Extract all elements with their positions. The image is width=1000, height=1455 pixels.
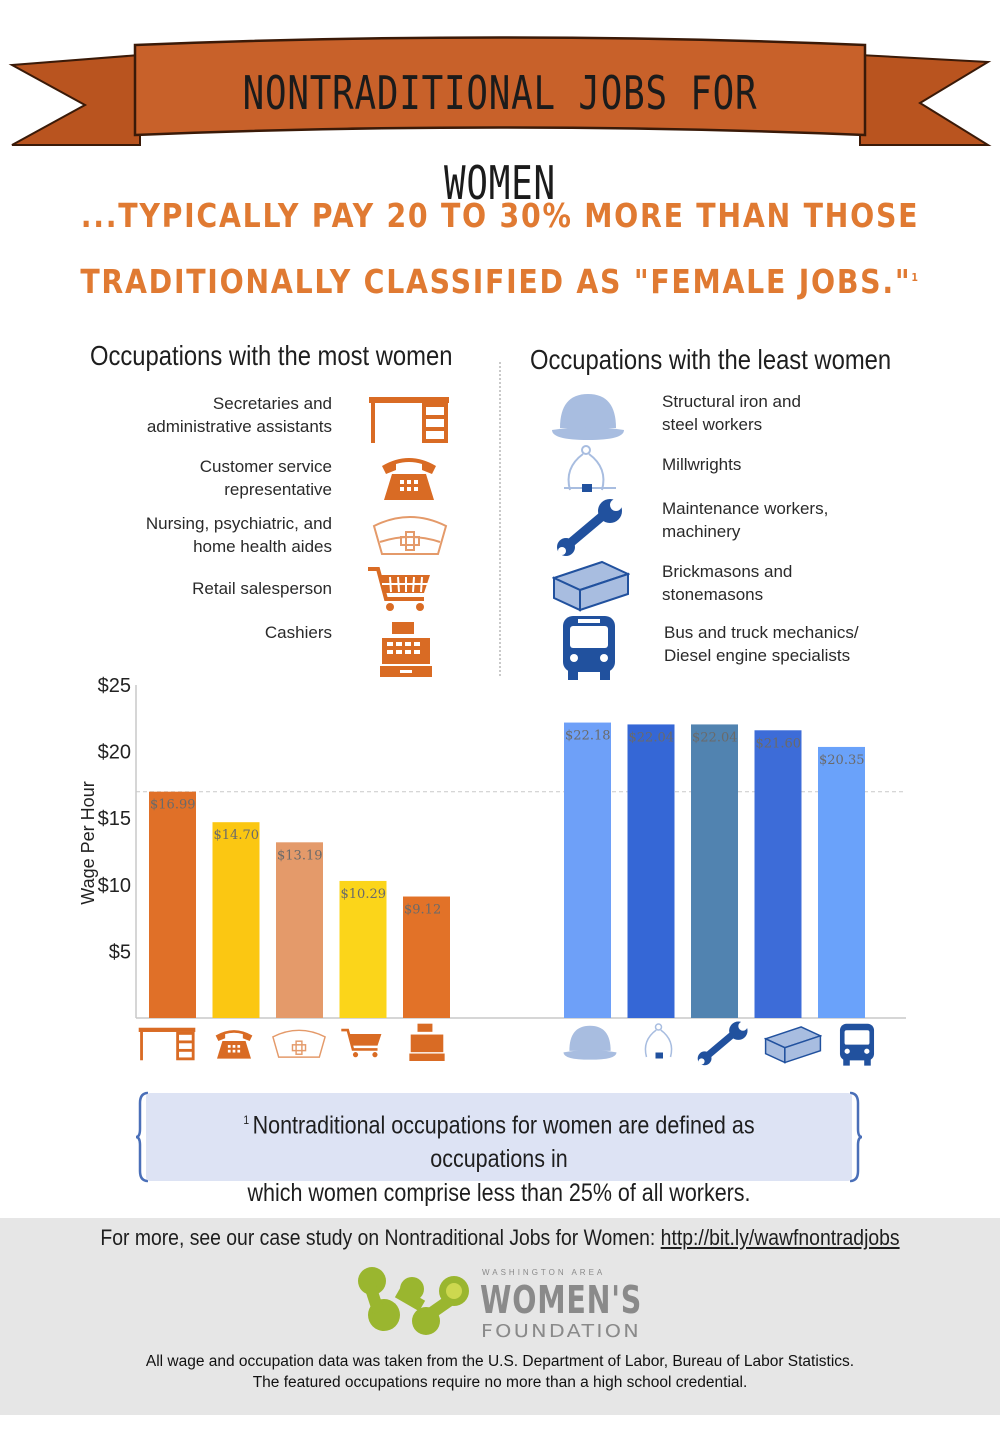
org-sub-text: FOUNDATION — [481, 1321, 641, 1342]
bar-value-label: $21.60 — [756, 736, 802, 751]
x-axis-caliper-icon — [644, 1023, 673, 1059]
subheading-line-2: TRADITIONALLY CLASSIFIED AS "FEMALE JOBS… — [80, 262, 920, 301]
footnote-mark: 1 — [243, 1113, 250, 1127]
bar-value-label: $22.04 — [629, 730, 675, 745]
footer — [0, 1218, 1000, 1415]
y-tick-label: $15 — [98, 808, 131, 830]
occupation-secretaries: Secretaries and administrative assistants — [146, 394, 332, 436]
bar-value-label: $22.18 — [565, 729, 611, 744]
nurse-cap-icon — [372, 516, 448, 555]
hard-hat-icon — [552, 394, 624, 440]
bar-value-label: $22.04 — [692, 730, 738, 745]
occupation-brickmasons: Brickmasons and stonemasons — [662, 562, 793, 604]
x-axis-bus-icon — [839, 1023, 875, 1066]
left-brace — [136, 1091, 149, 1183]
bar-value-label: $20.35 — [819, 753, 865, 768]
bar-most-women-5 — [403, 896, 450, 1018]
desk-icon — [369, 397, 449, 443]
org-name-text: WOMEN'S — [480, 1278, 642, 1322]
x-axis-cash-register-icon — [409, 1023, 445, 1061]
footnote-marker: 1 — [911, 271, 920, 284]
footnote-line-1: Nontraditional occupations for women are… — [252, 1111, 755, 1174]
x-axis-hard-hat-icon — [563, 1025, 617, 1060]
bar-value-label: $13.19 — [277, 848, 323, 863]
occupation-nursing-aides: Nursing, psychiatric, and home health aid… — [145, 514, 332, 556]
title-banner — [8, 36, 992, 146]
y-tick-label: $25 — [98, 675, 131, 697]
bar-least-women-3 — [691, 724, 738, 1018]
footnote-box: 1 Nontraditional occupations for women ar… — [146, 1093, 852, 1207]
occupation-cashiers: Cashiers — [264, 623, 332, 642]
case-study-line: For more, see our case study on Nontradi… — [60, 1225, 940, 1251]
occupation-bus-truck-mechanics: Bus and truck mechanics/Diesel engine sp… — [664, 623, 859, 665]
bar-most-women-3 — [276, 842, 323, 1018]
x-axis-shopping-cart-icon — [341, 1028, 382, 1058]
bar-most-women-1 — [149, 791, 196, 1018]
case-study-link[interactable]: http://bit.ly/wawfnontradjobs — [660, 1225, 900, 1250]
brick-icon — [552, 560, 630, 612]
right-brace — [849, 1091, 862, 1183]
occupation-iron-steel: Structural iron and steel workers — [662, 392, 801, 434]
x-axis-wrench-icon — [697, 1021, 748, 1066]
source-note: All wage and occupation data was taken f… — [0, 1351, 1000, 1393]
column-divider — [499, 362, 501, 676]
page-title: NONTRADITIONAL JOBS FOR WOMEN — [242, 66, 758, 210]
womens-foundation-logo: WASHINGTON AREA WOMEN'S FOUNDATION — [358, 1267, 642, 1342]
bar-value-label: $14.70 — [214, 828, 260, 843]
x-axis-nurse-cap-icon — [272, 1029, 326, 1058]
wrench-icon — [557, 499, 622, 556]
case-study-text: For more, see our case study on Nontradi… — [100, 1225, 661, 1250]
bar-least-women-1 — [564, 722, 611, 1018]
footnote-line-2: which women comprise less than 25% of al… — [247, 1179, 751, 1208]
bar-value-label: $9.12 — [404, 903, 441, 918]
occupation-maintenance: Maintenance workers, machinery — [662, 499, 829, 541]
bar-least-women-5 — [818, 746, 865, 1018]
y-axis-label: Wage Per Hour — [78, 781, 98, 904]
x-axis-desk-icon — [138, 1027, 196, 1061]
shopping-cart-icon — [368, 567, 430, 611]
least-women-heading: Occupations with the least women — [530, 344, 892, 375]
y-tick-label: $20 — [98, 742, 131, 764]
telephone-icon — [382, 458, 436, 500]
bar-least-women-2 — [627, 724, 675, 1018]
y-tick-label: $5 — [109, 941, 131, 963]
x-axis-telephone-icon — [215, 1030, 253, 1059]
source-line-2: The featured occupations require no more… — [252, 1374, 748, 1391]
bar-most-women-4 — [339, 880, 387, 1018]
occupation-retail: Retail salesperson — [192, 579, 332, 598]
occupation-millwrights: Millwrights — [662, 455, 742, 474]
y-tick-label: $10 — [98, 875, 131, 897]
bar-value-label: $16.99 — [150, 798, 196, 813]
subheading-line-1: ...TYPICALLY PAY 20 TO 30% MORE THAN THO… — [80, 196, 920, 235]
most-women-heading: Occupations with the most women — [90, 340, 453, 371]
cash-register-icon — [380, 622, 432, 677]
bar-most-women-2 — [212, 822, 260, 1018]
bar-value-label: $10.29 — [341, 887, 387, 902]
org-small-text: WASHINGTON AREA — [482, 1268, 605, 1277]
x-axis-brick-icon — [764, 1026, 822, 1064]
source-line-1: All wage and occupation data was taken f… — [145, 1353, 855, 1370]
occupation-customer-service: Customer service representative — [199, 457, 332, 499]
bus-icon — [563, 616, 615, 680]
bar-least-women-4 — [754, 730, 802, 1018]
wage-bar-chart: Wage Per Hour $5 $10 $15 $20 $25 $16.99 $14.7… — [78, 675, 906, 1019]
caliper-icon — [564, 445, 616, 492]
